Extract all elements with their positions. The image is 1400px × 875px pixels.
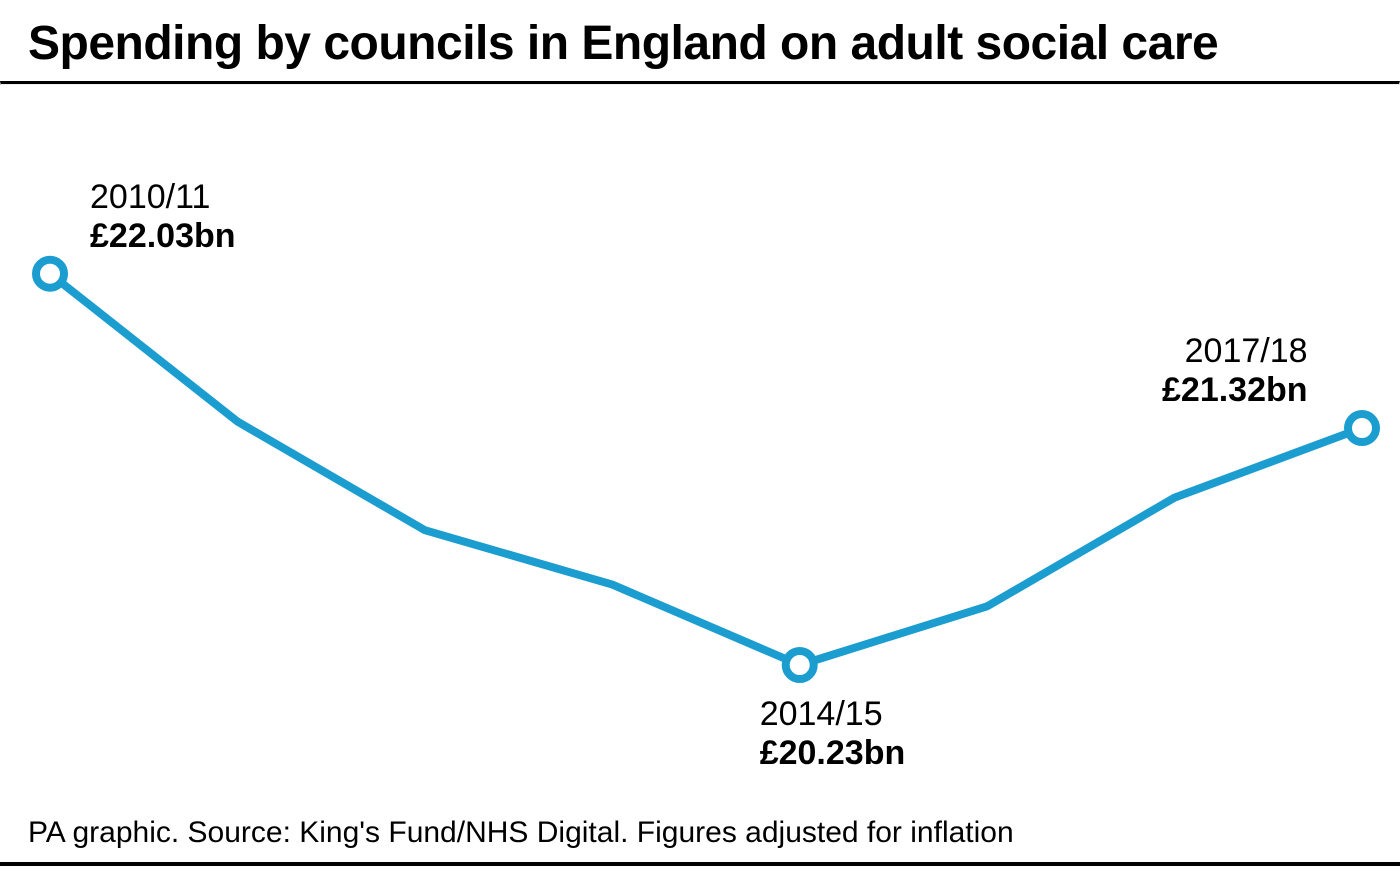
data-point-year: 2010/11 — [90, 178, 236, 217]
bottom-rule — [0, 862, 1400, 866]
chart-source-footer: PA graphic. Source: King's Fund/NHS Digi… — [28, 816, 1014, 850]
data-point-value: £22.03bn — [90, 217, 236, 256]
data-point-label: 2010/11£22.03bn — [90, 178, 236, 256]
data-point-year: 2017/18 — [1162, 332, 1308, 371]
data-point-label: 2017/18£21.32bn — [1162, 332, 1308, 410]
data-marker — [786, 651, 814, 679]
data-point-value: £20.23bn — [760, 734, 906, 773]
data-point-year: 2014/15 — [760, 695, 906, 734]
chart-container: Spending by councils in England on adult… — [0, 0, 1400, 868]
top-rule — [0, 81, 1400, 85]
data-marker — [36, 260, 64, 288]
line-chart-svg — [0, 185, 1400, 875]
data-marker — [1348, 414, 1376, 442]
data-point-label: 2014/15£20.23bn — [760, 695, 906, 773]
data-point-value: £21.32bn — [1162, 371, 1308, 410]
chart-title: Spending by councils in England on adult… — [0, 0, 1400, 81]
chart-plot-area: 2010/11£22.03bn2014/15£20.23bn2017/18£21… — [0, 185, 1400, 875]
